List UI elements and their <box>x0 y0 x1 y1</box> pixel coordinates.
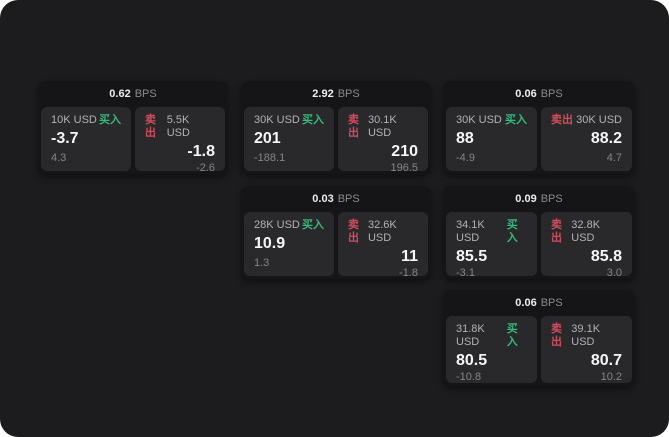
sell-tag: 卖出 <box>551 323 562 348</box>
buy-amount: 31.8K USD <box>456 323 485 348</box>
buy-delta: 1.3 <box>254 257 270 269</box>
buy-tag: 买入 <box>505 114 527 126</box>
sell-delta: -2.6 <box>196 162 215 171</box>
buy-tag: 买入 <box>302 114 324 126</box>
sell-delta: 3.0 <box>606 267 622 276</box>
sell-panel[interactable]: 卖出 30K USD 88.2 4.7 <box>541 107 632 171</box>
bps-value: 0.06 <box>515 88 537 100</box>
sell-tag: 卖出 <box>348 114 359 139</box>
sell-tag: 卖出 <box>145 114 156 139</box>
sell-amount: 32.6K USD <box>367 219 397 244</box>
buy-panel[interactable]: 28K USD 买入 10.9 1.3 <box>244 212 334 276</box>
buy-price: 10.9 <box>254 235 286 252</box>
buy-price: 80.5 <box>456 352 488 369</box>
buy-amount: 10K USD <box>51 114 97 126</box>
quote-card-2: 2.92 BPS 30K USD 买入 201 -188.1 卖出 30.1K … <box>241 81 431 174</box>
bps-header: 2.92 BPS <box>241 81 431 107</box>
buy-panel[interactable]: 30K USD 买入 201 -188.1 <box>244 107 334 171</box>
buy-delta: 4.3 <box>51 152 67 164</box>
sell-delta: 10.2 <box>600 371 622 383</box>
bps-unit-label: BPS <box>134 88 157 100</box>
bps-header: 0.62 BPS <box>38 81 228 107</box>
sell-panel[interactable]: 卖出 39.1K USD 80.7 10.2 <box>541 316 632 383</box>
bps-unit-label: BPS <box>540 297 563 309</box>
bps-header: 0.03 BPS <box>241 186 431 212</box>
sell-panel[interactable]: 卖出 32.6K USD 11 -1.8 <box>338 212 428 276</box>
buy-price: 85.5 <box>456 248 488 265</box>
quote-card-3: 0.06 BPS 30K USD 买入 88 -4.9 卖出 30K USD 8… <box>443 81 635 174</box>
sell-amount: 5.5K USD <box>166 114 190 139</box>
bps-header: 0.06 BPS <box>443 81 635 107</box>
sell-panel[interactable]: 卖出 32.8K USD 85.8 3.0 <box>541 212 632 276</box>
sell-tag: 卖出 <box>551 219 562 244</box>
buy-price: 201 <box>254 130 281 147</box>
sell-price: 80.7 <box>590 352 622 369</box>
buy-price: 88 <box>456 130 474 147</box>
sell-price: 85.8 <box>590 248 622 265</box>
sell-amount: 32.8K USD <box>571 219 601 244</box>
buy-delta: -188.1 <box>254 152 286 164</box>
sell-delta: 4.7 <box>606 152 622 164</box>
buy-price: -3.7 <box>51 130 79 147</box>
sell-panel[interactable]: 卖出 30.1K USD 210 196.5 <box>338 107 428 171</box>
bps-unit-label: BPS <box>540 193 563 205</box>
buy-tag: 买入 <box>302 219 324 231</box>
bps-value: 0.62 <box>109 88 131 100</box>
sell-amount: 30.1K USD <box>367 114 397 139</box>
bps-header: 0.09 BPS <box>443 186 635 212</box>
quote-card-5: 0.09 BPS 34.1K USD 买入 85.5 -3.1 卖出 32.8K… <box>443 186 635 279</box>
buy-delta: -10.8 <box>456 371 482 383</box>
buy-delta: -4.9 <box>456 152 475 164</box>
bps-value: 2.92 <box>312 88 334 100</box>
bps-value: 0.06 <box>515 297 537 309</box>
buy-amount: 34.1K USD <box>456 219 485 244</box>
buy-tag: 买入 <box>506 323 518 348</box>
buy-panel[interactable]: 34.1K USD 买入 85.5 -3.1 <box>446 212 537 276</box>
bps-unit-label: BPS <box>540 88 563 100</box>
buy-amount: 28K USD <box>254 219 300 231</box>
bps-unit-label: BPS <box>337 88 360 100</box>
buy-tag: 买入 <box>506 219 518 244</box>
bps-value: 0.09 <box>515 193 537 205</box>
bps-header: 0.06 BPS <box>443 290 635 316</box>
sell-tag: 卖出 <box>551 114 573 126</box>
quote-card-6: 0.06 BPS 31.8K USD 买入 80.5 -10.8 卖出 39.1… <box>443 290 635 386</box>
sell-delta: 196.5 <box>390 162 418 171</box>
sell-price: 11 <box>401 248 418 265</box>
bps-unit-label: BPS <box>337 193 360 205</box>
quote-card-1: 0.62 BPS 10K USD 买入 -3.7 4.3 卖出 5.5K USD… <box>38 81 228 174</box>
buy-panel[interactable]: 31.8K USD 买入 80.5 -10.8 <box>446 316 537 383</box>
buy-panel[interactable]: 10K USD 买入 -3.7 4.3 <box>41 107 131 171</box>
buy-amount: 30K USD <box>254 114 300 126</box>
bps-value: 0.03 <box>312 193 334 205</box>
buy-delta: -3.1 <box>456 267 475 276</box>
sell-panel[interactable]: 卖出 5.5K USD -1.8 -2.6 <box>135 107 225 171</box>
sell-amount: 30K USD <box>576 114 622 126</box>
buy-amount: 30K USD <box>456 114 502 126</box>
sell-amount: 39.1K USD <box>571 323 601 348</box>
sell-tag: 卖出 <box>348 219 359 244</box>
sell-delta: -1.8 <box>399 267 418 276</box>
buy-tag: 买入 <box>99 114 121 126</box>
sell-price: 210 <box>391 143 418 160</box>
sell-price: 88.2 <box>590 130 622 147</box>
buy-panel[interactable]: 30K USD 买入 88 -4.9 <box>446 107 537 171</box>
quote-card-4: 0.03 BPS 28K USD 买入 10.9 1.3 卖出 32.6K US… <box>241 186 431 279</box>
sell-price: -1.8 <box>187 143 215 160</box>
